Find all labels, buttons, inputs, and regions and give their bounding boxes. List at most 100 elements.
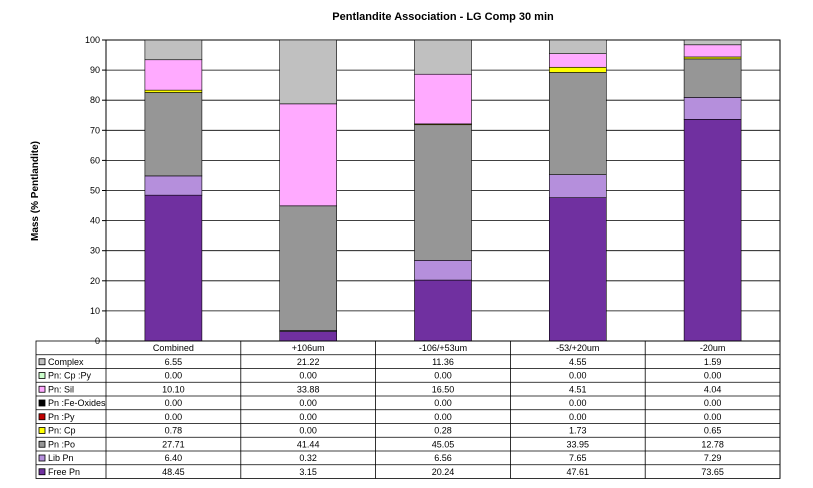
bar-segment bbox=[414, 279, 472, 342]
bar-segment bbox=[548, 53, 607, 68]
legend-label: Pn :Fe-Oxides bbox=[48, 398, 106, 408]
bar-segment bbox=[414, 73, 472, 125]
y-tick-label: 100 bbox=[85, 35, 100, 45]
x-tick-label: +106um bbox=[292, 343, 325, 353]
data-label: 27.71 bbox=[162, 439, 185, 449]
y-tick-label: 30 bbox=[90, 246, 100, 256]
data-label: 6.55 bbox=[165, 357, 183, 367]
data-label: 0.00 bbox=[434, 398, 452, 408]
legend-label: Free Pn bbox=[48, 467, 80, 477]
data-label: 0.00 bbox=[299, 371, 317, 381]
bar-segment bbox=[414, 260, 472, 281]
bar-segment bbox=[279, 205, 338, 331]
y-tick-label: 20 bbox=[90, 276, 100, 286]
data-label: 10.10 bbox=[162, 384, 185, 394]
data-label: 0.00 bbox=[299, 412, 317, 422]
legend-key bbox=[38, 427, 46, 434]
bar-segment bbox=[683, 58, 742, 98]
legend-key bbox=[38, 385, 46, 393]
bars bbox=[144, 39, 742, 342]
data-label: 0.00 bbox=[704, 412, 722, 422]
data-label: 33.88 bbox=[297, 384, 320, 394]
legend-key bbox=[38, 399, 46, 407]
bar-segment bbox=[414, 39, 472, 75]
data-label: 1.59 bbox=[704, 357, 722, 367]
bar-segment bbox=[548, 66, 607, 73]
data-label: 16.50 bbox=[432, 384, 455, 394]
bar-segment bbox=[279, 331, 338, 342]
data-label: 7.65 bbox=[569, 453, 587, 463]
data-table: Combined +106um -106/+53um -53/+20um -20um Co… bbox=[35, 340, 781, 479]
bar-segment bbox=[548, 39, 607, 54]
bar-segment bbox=[144, 194, 203, 342]
y-tick-label: 50 bbox=[90, 186, 100, 196]
data-label: 0.00 bbox=[569, 412, 587, 422]
data-label: 20.24 bbox=[432, 467, 455, 477]
data-label: 21.22 bbox=[297, 357, 320, 367]
bar-segment bbox=[548, 72, 607, 175]
data-label: 7.29 bbox=[704, 453, 722, 463]
y-tick-label: 60 bbox=[90, 155, 100, 165]
data-label: 0.00 bbox=[704, 398, 722, 408]
data-label: 4.04 bbox=[704, 384, 722, 394]
data-label: 0.32 bbox=[299, 453, 317, 463]
y-axis-label: Mass (% Pentlandite) bbox=[30, 141, 41, 241]
y-tick-label: 80 bbox=[90, 95, 100, 105]
data-label: 4.55 bbox=[569, 357, 587, 367]
data-label: 0.00 bbox=[165, 398, 183, 408]
legend-label: Pn :Py bbox=[48, 412, 75, 422]
data-label: 41.44 bbox=[297, 439, 320, 449]
data-label: 48.45 bbox=[162, 467, 185, 477]
data-label: 0.00 bbox=[569, 371, 587, 381]
legend-label: Complex bbox=[48, 357, 84, 367]
bar-segment bbox=[548, 174, 607, 198]
data-label: 0.65 bbox=[704, 426, 722, 436]
x-tick-label: -53/+20um bbox=[556, 343, 599, 353]
bar-segment bbox=[683, 119, 742, 342]
data-label: 0.28 bbox=[434, 426, 452, 436]
data-label: 0.00 bbox=[569, 398, 587, 408]
data-label: 6.56 bbox=[434, 453, 452, 463]
data-label: 0.00 bbox=[165, 371, 183, 381]
data-label: 0.00 bbox=[704, 371, 722, 381]
data-label: 0.00 bbox=[165, 412, 183, 422]
legend-key bbox=[38, 440, 46, 448]
data-label: 0.00 bbox=[299, 398, 317, 408]
bar-segment bbox=[144, 39, 203, 61]
data-label: 33.95 bbox=[567, 439, 590, 449]
bar-segment bbox=[144, 92, 203, 177]
data-label: 1.73 bbox=[569, 426, 587, 436]
data-label: 3.15 bbox=[299, 467, 317, 477]
bar-segment bbox=[144, 89, 203, 93]
y-tick-label: 40 bbox=[90, 216, 100, 226]
y-tick-label: 90 bbox=[90, 65, 100, 75]
data-label: 45.05 bbox=[432, 439, 455, 449]
data-label: 6.40 bbox=[165, 453, 183, 463]
x-tick-label: -106/+53um bbox=[419, 343, 467, 353]
bar-segment bbox=[683, 97, 742, 120]
legend-key bbox=[38, 468, 46, 476]
bar-segment bbox=[548, 197, 607, 342]
data-label: 0.00 bbox=[434, 371, 452, 381]
bar-segment bbox=[414, 124, 472, 261]
legend-key bbox=[38, 413, 46, 421]
data-label: 11.36 bbox=[432, 357, 454, 367]
data-label: 73.65 bbox=[701, 467, 724, 477]
legend-key bbox=[38, 454, 46, 462]
y-tick-label: 70 bbox=[90, 125, 100, 135]
legend-label: Pn: Cp bbox=[48, 426, 76, 436]
data-label: 4.51 bbox=[569, 384, 587, 394]
legend-label: Pn: Sil bbox=[48, 384, 74, 394]
x-tick-label: Combined bbox=[153, 343, 194, 353]
data-label: 12.78 bbox=[701, 439, 724, 449]
legend-label: Pn :Po bbox=[48, 439, 75, 449]
legend-key bbox=[38, 358, 46, 366]
data-label: 0.00 bbox=[299, 426, 317, 436]
data-label: 0.78 bbox=[165, 426, 183, 436]
chart-title: Pentlandite Association - LG Comp 30 min bbox=[332, 11, 554, 23]
bar-segment bbox=[683, 39, 742, 46]
bar-segment bbox=[279, 103, 338, 207]
x-tick-label: -20um bbox=[700, 343, 726, 353]
